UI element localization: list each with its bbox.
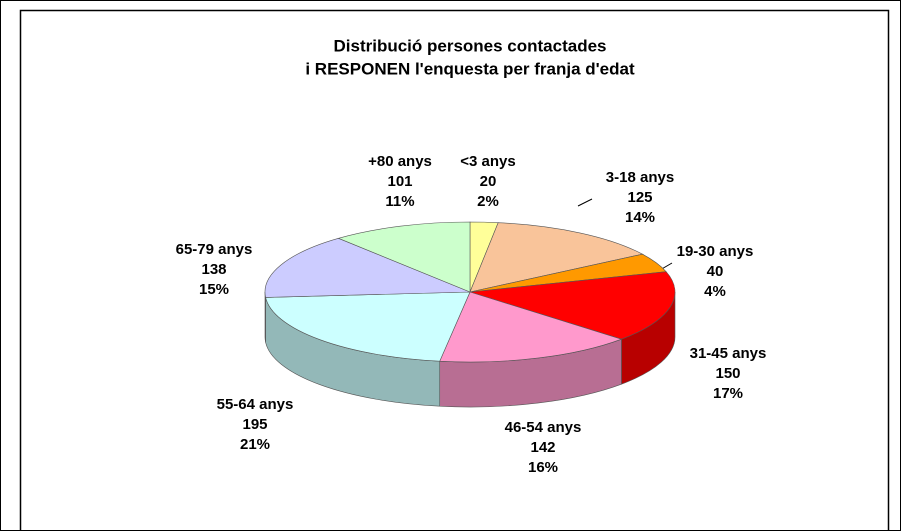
slice [469,222,644,293]
slice-label: 31-45 anys [690,345,767,362]
slice [337,221,471,293]
percent-label: 16% [528,459,558,476]
slice-label: 19-30 anys [677,243,754,260]
slice-label: 65-79 anys [176,241,253,258]
percent-label: 4% [704,283,726,300]
slice-side [264,291,266,343]
slice [264,237,471,298]
leader-line [577,198,593,207]
slice [265,291,471,362]
chart-title: Distribució persones contactades [333,36,606,55]
slice-label: <3 anys [460,153,515,170]
percent-label: 21% [240,436,270,453]
value-label: 40 [707,263,724,280]
value-label: 142 [530,439,555,456]
percent-label: 11% [385,193,414,210]
percent-label: 17% [713,385,743,402]
slice-label: 55-64 anys [217,396,294,413]
value-label: 125 [627,189,652,206]
slice [469,271,676,340]
slice-label: 46-54 anys [505,419,582,436]
percent-label: 14% [625,209,655,226]
slice-label: +80 anys [368,153,432,170]
chart-frame [19,9,890,531]
pie-sides [264,291,676,408]
value-label: 150 [715,365,740,382]
value-label: 195 [242,416,267,433]
pie-tops [264,221,676,363]
value-label: 20 [480,173,497,190]
percent-label: 15% [199,281,229,298]
slice [439,291,623,363]
value-label: 101 [387,173,412,190]
slice-label: 3-18 anys [606,169,674,186]
chart-title: i RESPONEN l'enquesta per franja d'edat [305,59,635,78]
percent-label: 2% [477,193,499,210]
value-label: 138 [201,261,226,278]
